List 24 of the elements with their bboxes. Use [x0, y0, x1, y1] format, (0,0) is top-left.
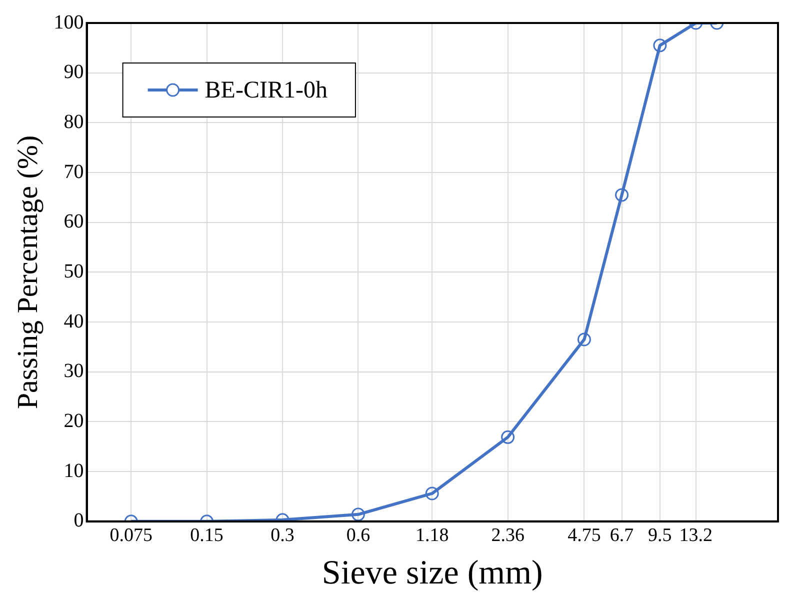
y-tick-label: 80 [64, 110, 84, 133]
x-tick-label: 0.15 [190, 524, 224, 546]
legend-label: BE-CIR1-0h [204, 77, 328, 104]
y-tick-label: 90 [64, 61, 84, 84]
y-tick-label: 30 [64, 360, 84, 382]
x-tick-label: 0.3 [270, 524, 294, 546]
y-tick-label: 70 [64, 160, 84, 183]
x-tick-label: 13.2 [679, 524, 712, 546]
x-tick-label: 6.7 [610, 524, 634, 546]
x-tick-label: 2.36 [491, 524, 524, 546]
y-tick-label: 40 [64, 310, 84, 332]
y-tick-label: 100 [54, 11, 84, 34]
x-tick-label: 0.6 [346, 524, 370, 546]
x-axis-title: Sieve size (mm) [322, 554, 543, 592]
x-tick-label: 1.18 [415, 524, 449, 546]
y-tick-label: 60 [64, 210, 84, 233]
y-tick-label: 10 [64, 460, 84, 482]
y-axis-title: Passing Percentage (%) [12, 135, 44, 410]
y-tick-label: 20 [64, 410, 84, 432]
x-tick-label: 9.5 [648, 524, 672, 546]
y-tick-label: 0 [74, 510, 84, 532]
y-tick-label: 50 [64, 260, 84, 282]
x-tick-label: 4.75 [568, 524, 601, 546]
x-tick-label: 0.075 [110, 524, 152, 546]
